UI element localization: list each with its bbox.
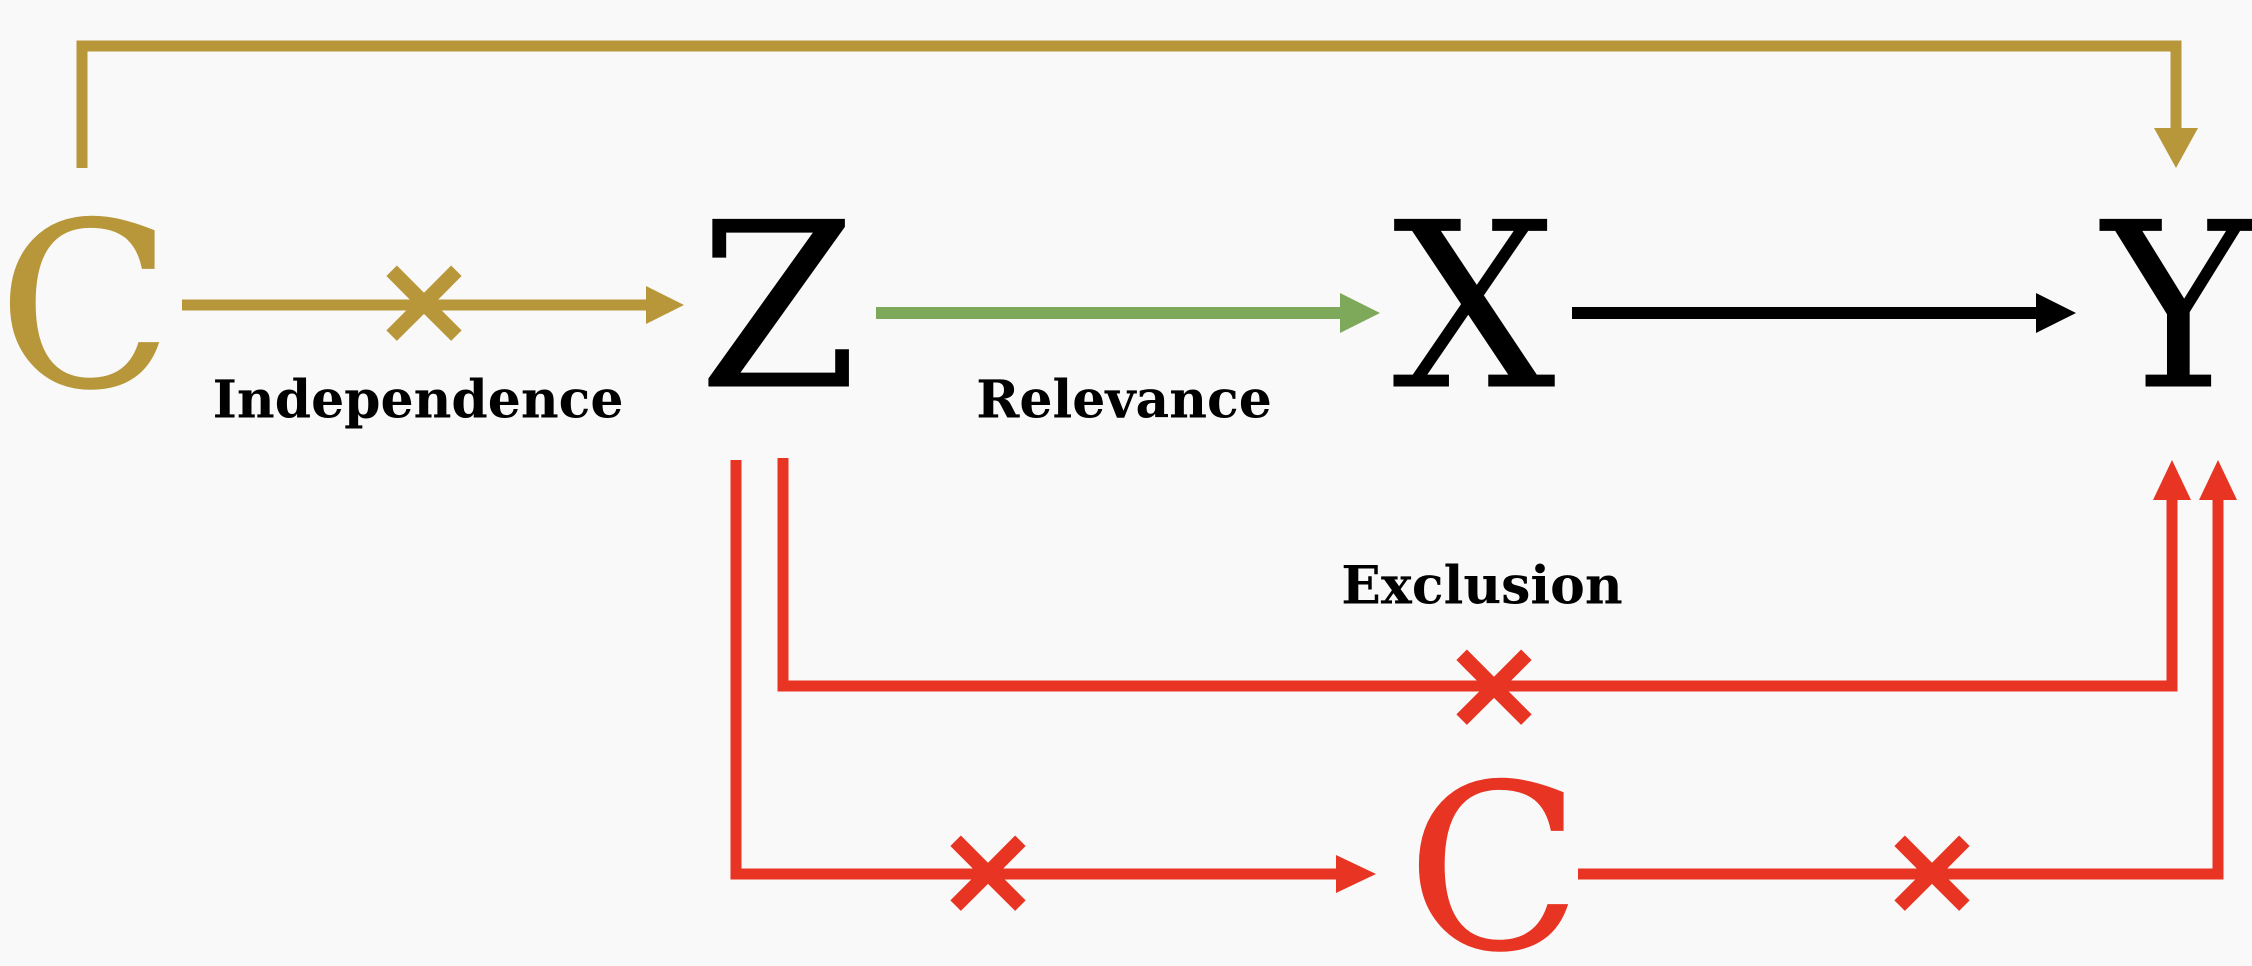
node-c-top: C bbox=[0, 175, 173, 442]
edge-c-to-y-top-arrowhead bbox=[2154, 128, 2198, 168]
edge-z-to-c-bottom-arrowhead bbox=[1336, 855, 1376, 893]
label-relevance: Relevance bbox=[976, 370, 1272, 431]
edge-c-bottom-to-y: × bbox=[1578, 460, 2237, 945]
edge-c-to-y-top bbox=[76, 40, 2198, 168]
edge-z-to-y-direct: × bbox=[777, 458, 2191, 759]
label-independence: Independence bbox=[213, 370, 624, 431]
edge-x-to-y bbox=[1572, 293, 2076, 333]
independence-cross-mark: × bbox=[370, 226, 477, 375]
edge-c-to-z: × bbox=[182, 226, 684, 375]
z-to-c-cross-mark: × bbox=[934, 796, 1041, 945]
c-to-y-cross-mark: × bbox=[1878, 796, 1985, 945]
edge-z-to-y-direct-arrowhead bbox=[2153, 460, 2191, 500]
edge-z-to-x-arrowhead bbox=[1340, 293, 1380, 333]
edge-c-bottom-to-y-arrowhead bbox=[2199, 460, 2237, 500]
edge-z-to-y-direct-line bbox=[777, 458, 2178, 692]
exclusion-cross-mark: × bbox=[1440, 610, 1547, 759]
label-exclusion: Exclusion bbox=[1341, 556, 1622, 617]
node-x: X bbox=[1392, 175, 1556, 442]
node-z: Z bbox=[698, 175, 858, 442]
edge-z-to-x bbox=[876, 293, 1380, 333]
node-y: Y bbox=[2099, 175, 2252, 442]
edge-x-to-y-arrowhead bbox=[2036, 293, 2076, 333]
edge-c-to-z-arrowhead bbox=[646, 286, 684, 324]
node-c-bottom: C bbox=[1406, 737, 1582, 966]
edge-z-to-c-bottom: × bbox=[730, 460, 1376, 945]
edge-z-to-c-bottom-line bbox=[730, 460, 1338, 880]
edge-c-bottom-to-y-line bbox=[1578, 498, 2224, 880]
edge-c-to-y-top-line bbox=[76, 40, 2182, 168]
